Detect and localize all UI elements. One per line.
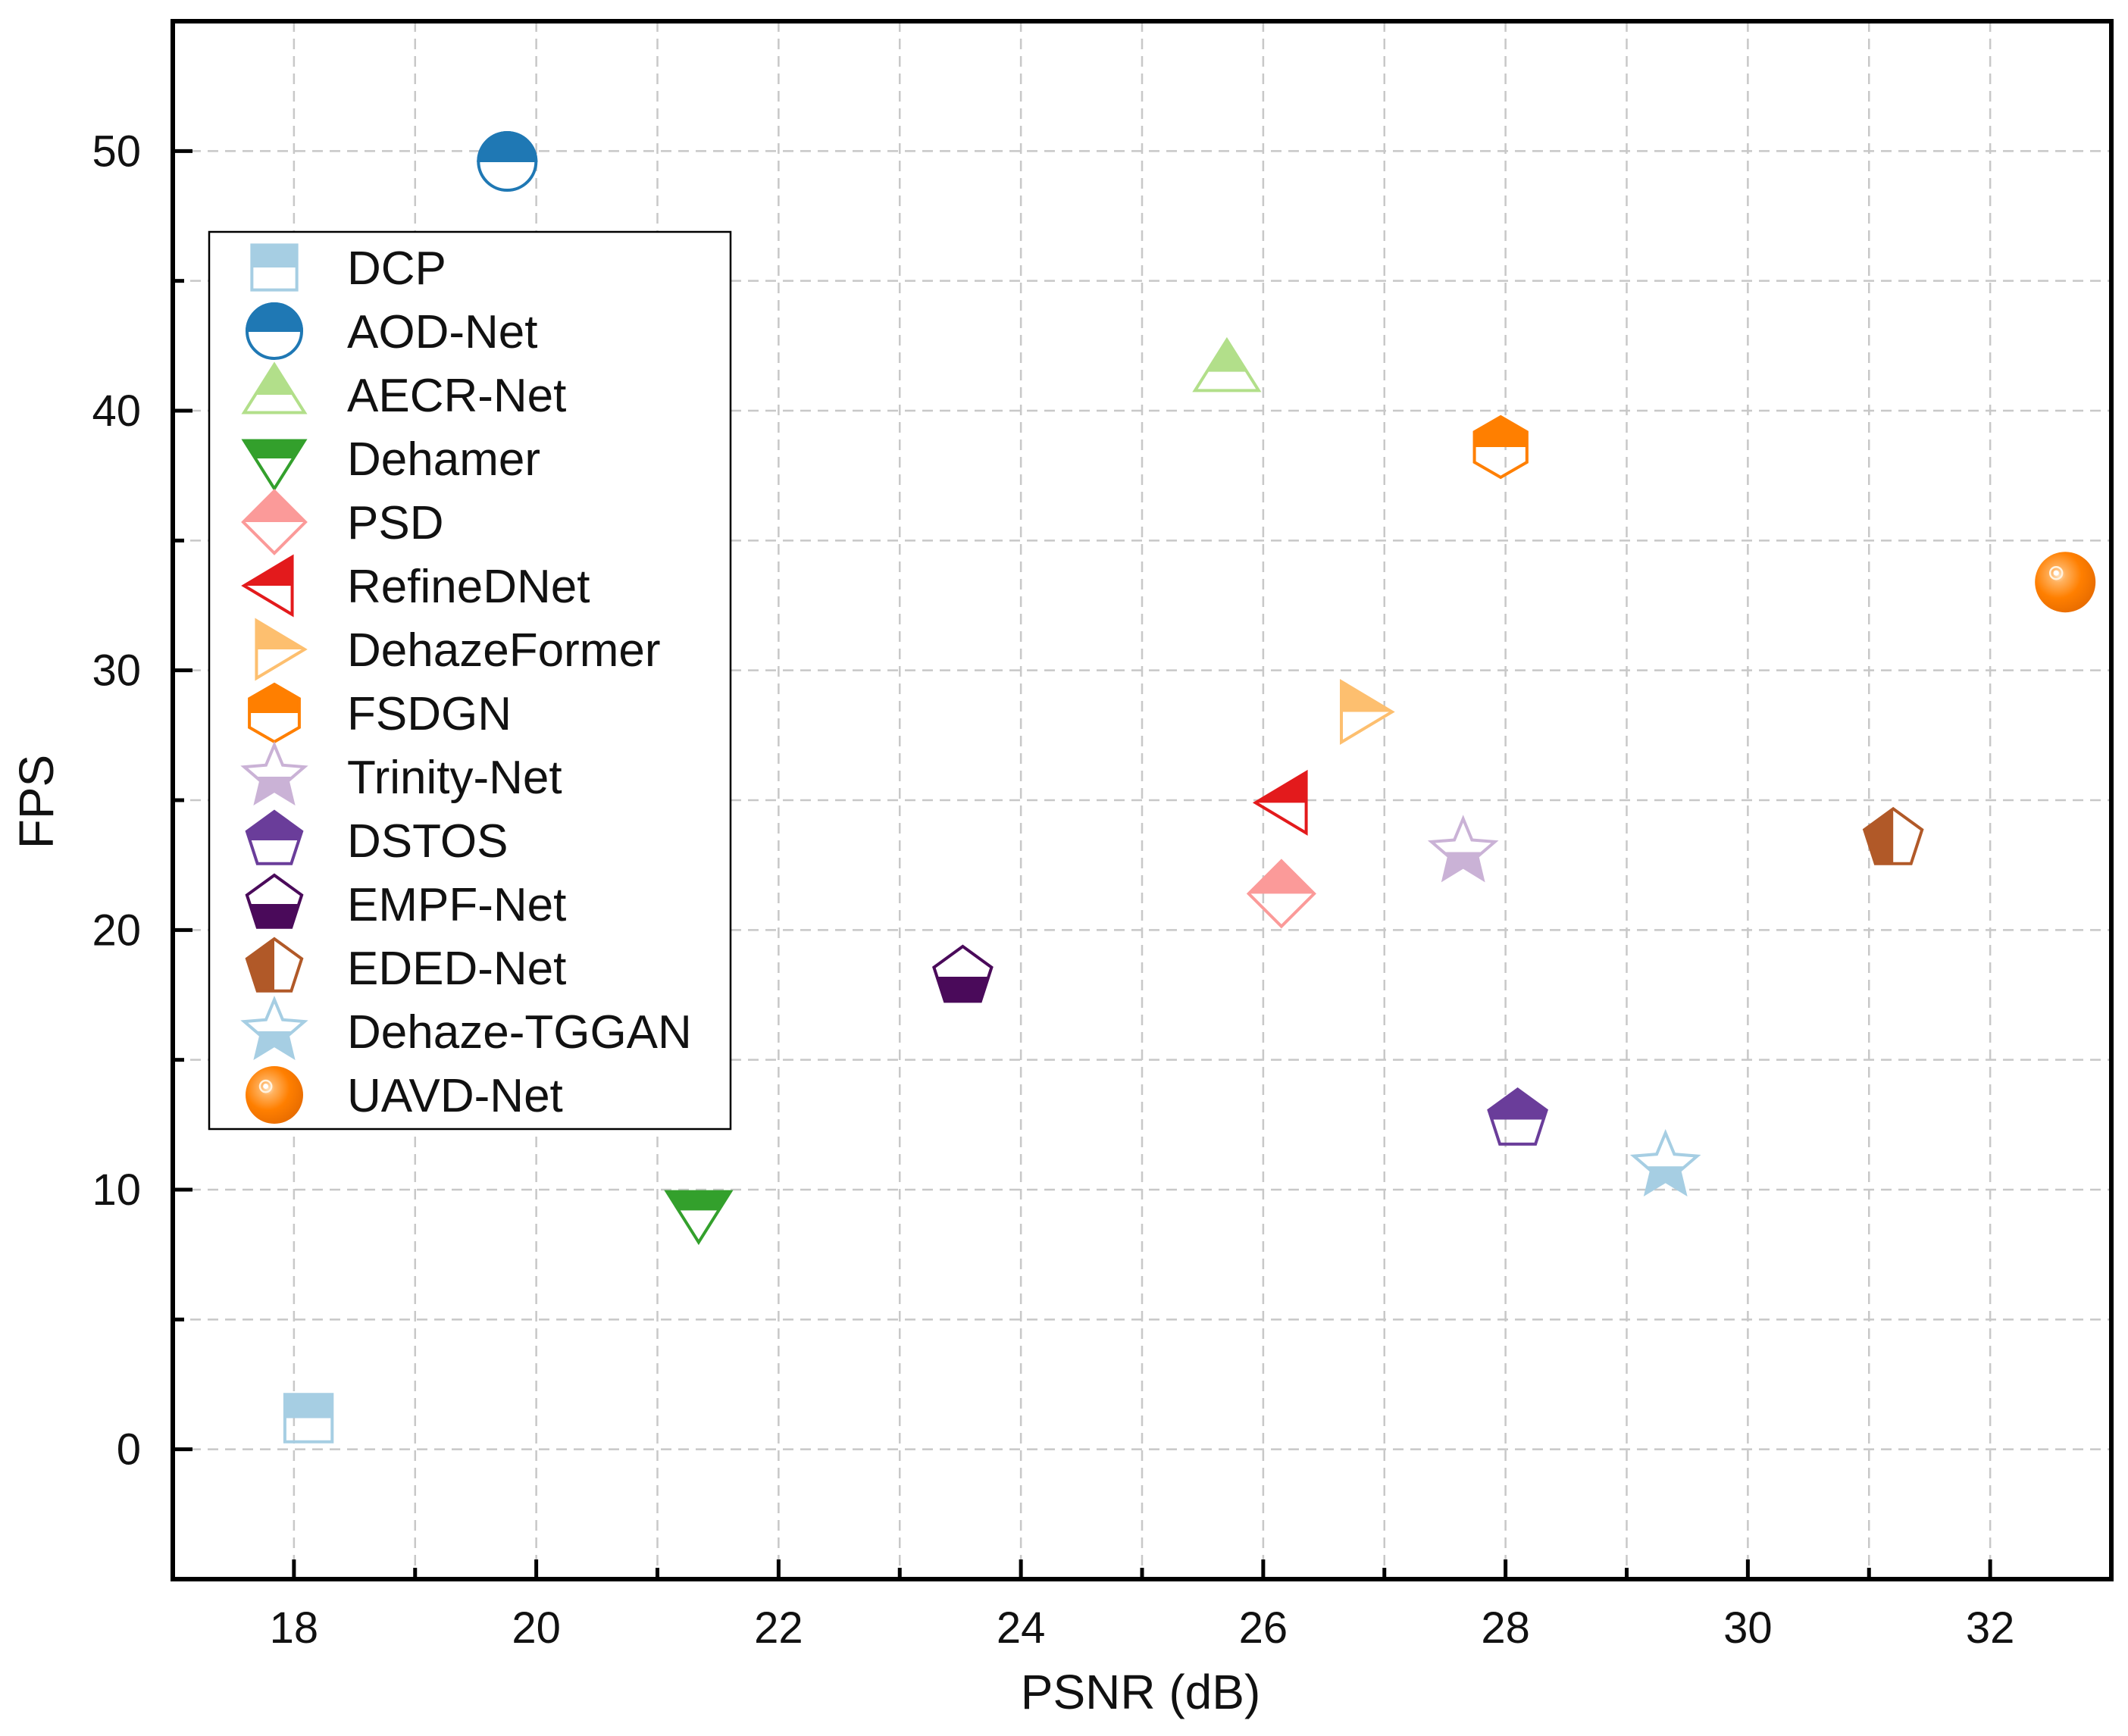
legend: DCP AOD-Net AECR-Net Dehamer PSD RefineDNet De… bbox=[208, 230, 732, 1131]
legend-marker-dcp bbox=[250, 243, 299, 292]
point-aod-net bbox=[477, 131, 538, 192]
point-trinity-net bbox=[1427, 815, 1499, 883]
legend-item-trinity-net: Trinity-Net bbox=[240, 740, 562, 806]
legend-label: DSTOS bbox=[347, 815, 508, 868]
point-dehazeformer bbox=[1340, 678, 1395, 746]
y-tick-label: 10 bbox=[92, 1165, 141, 1215]
point-psd bbox=[1246, 859, 1316, 929]
plot-frame bbox=[171, 19, 2114, 1581]
legend-label: DCP bbox=[347, 242, 446, 295]
x-tick-label: 18 bbox=[270, 1603, 319, 1653]
x-tick-label: 30 bbox=[1723, 1603, 1773, 1653]
legend-marker-aod-net bbox=[246, 302, 303, 360]
legend-item-dehaze-tggan: Dehaze-TGGAN bbox=[240, 995, 692, 1061]
point-dstos bbox=[1487, 1087, 1548, 1146]
legend-label: RefineDNet bbox=[347, 561, 590, 613]
tick-labels: 18 20 22 24 26 28 30 32 0 10 20 30 40 50 bbox=[92, 127, 2014, 1653]
legend-label: Dehaze-TGGAN bbox=[347, 1006, 692, 1059]
point-refinednet bbox=[1252, 769, 1308, 836]
x-tick-label: 28 bbox=[1481, 1603, 1530, 1653]
point-dehamer bbox=[664, 1190, 734, 1246]
legend-item-empf-net: EMPF-Net bbox=[245, 873, 566, 931]
point-fsdgn bbox=[1472, 414, 1529, 480]
x-axis-title: PSNR (dB) bbox=[1021, 1665, 1261, 1719]
y-tick-label: 30 bbox=[92, 646, 141, 696]
legend-item-dcp: DCP bbox=[250, 242, 446, 295]
y-axis-title: FPS bbox=[9, 755, 64, 849]
legend-label: Dehamer bbox=[347, 433, 540, 486]
y-tick-label: 20 bbox=[92, 906, 141, 955]
x-tick-label: 22 bbox=[754, 1603, 803, 1653]
legend-label: AOD-Net bbox=[347, 306, 537, 358]
x-tick-label: 26 bbox=[1239, 1603, 1288, 1653]
legend-label: FSDGN bbox=[347, 688, 512, 740]
legend-label: AECR-Net bbox=[347, 370, 566, 422]
y-tick-label: 50 bbox=[92, 127, 141, 176]
legend-item-aod-net: AOD-Net bbox=[246, 302, 537, 360]
x-tick-label: 32 bbox=[1966, 1603, 2015, 1653]
point-dehaze-tggan bbox=[1629, 1128, 1701, 1197]
y-tick-label: 0 bbox=[117, 1425, 141, 1475]
legend-marker-empf-net bbox=[245, 873, 304, 929]
legend-marker-dehamer bbox=[241, 439, 308, 492]
legend-label: PSD bbox=[347, 497, 443, 549]
point-uavd-net bbox=[2035, 552, 2096, 613]
legend-label: EMPF-Net bbox=[347, 879, 566, 931]
x-tick-label: 20 bbox=[512, 1603, 561, 1653]
legend-item-dehamer: Dehamer bbox=[241, 433, 540, 492]
legend-item-dstos: DSTOS bbox=[245, 809, 508, 868]
legend-item-uavd-net: UAVD-Net bbox=[246, 1066, 563, 1124]
legend-item-eded-net: EDED-Net bbox=[245, 937, 566, 995]
point-aecr-net bbox=[1192, 336, 1262, 393]
y-tick-label: 40 bbox=[92, 386, 141, 436]
point-empf-net bbox=[932, 944, 994, 1003]
legend-marker-uavd-net bbox=[246, 1066, 303, 1124]
legend-item-fsdgn: FSDGN bbox=[248, 682, 512, 744]
x-tick-label: 24 bbox=[997, 1603, 1046, 1653]
point-eded-net bbox=[1862, 806, 1924, 865]
legend-label: UAVD-Net bbox=[347, 1070, 563, 1122]
legend-label: DehazeFormer bbox=[347, 624, 660, 677]
legend-label: EDED-Net bbox=[347, 943, 566, 995]
legend-label: Trinity-Net bbox=[347, 752, 562, 804]
legend-item-refinednet: RefineDNet bbox=[241, 554, 590, 618]
point-dcp bbox=[283, 1393, 334, 1444]
